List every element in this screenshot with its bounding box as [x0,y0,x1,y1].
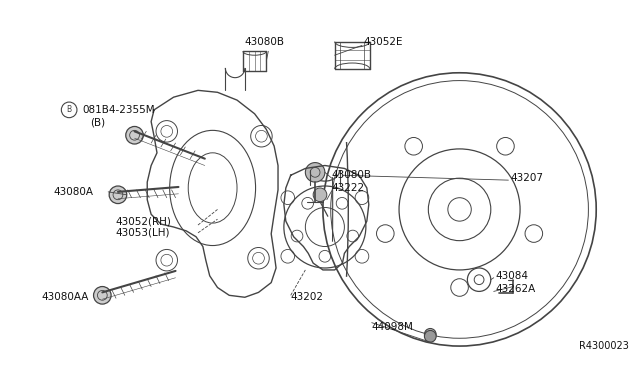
Text: 43080B: 43080B [332,170,372,180]
Text: 43262A: 43262A [496,285,536,295]
Text: (B): (B) [91,118,106,128]
Circle shape [93,286,111,304]
Text: 44098M: 44098M [372,321,413,331]
Text: 43052E: 43052E [364,36,403,46]
Text: R4300023: R4300023 [579,341,628,351]
Circle shape [305,163,325,182]
Text: B: B [67,105,72,114]
Text: 43080B: 43080B [245,36,285,46]
Text: 43202: 43202 [291,292,324,302]
Circle shape [109,186,127,203]
Text: 43084: 43084 [496,271,529,281]
Text: 43052(RH): 43052(RH) [115,216,171,226]
Text: 43053(LH): 43053(LH) [115,228,170,238]
Text: 43080AA: 43080AA [42,292,89,302]
Text: 43222: 43222 [332,183,365,193]
Circle shape [125,126,143,144]
Text: 43080A: 43080A [54,187,93,197]
Text: 43207: 43207 [510,173,543,183]
Circle shape [424,328,436,340]
Circle shape [424,330,436,342]
Text: 081B4-2355M: 081B4-2355M [83,105,156,115]
Circle shape [313,188,327,202]
